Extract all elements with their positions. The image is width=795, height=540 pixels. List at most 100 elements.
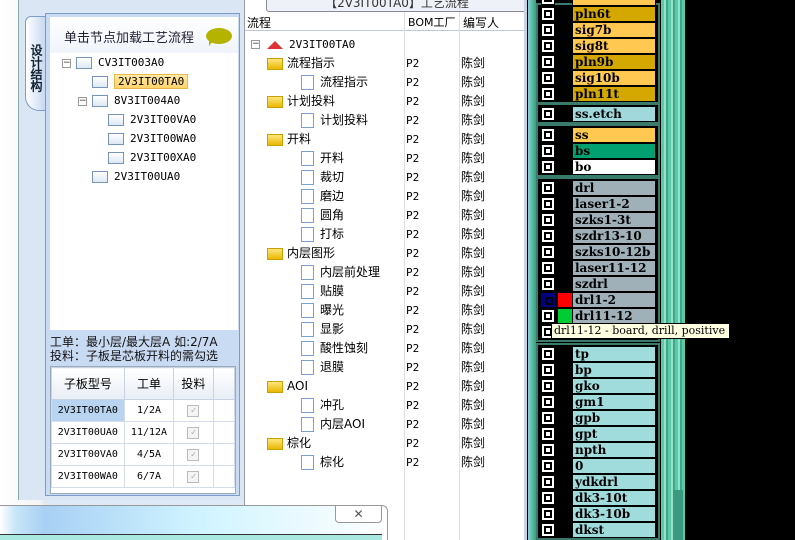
layer-row[interactable]: bo (539, 159, 657, 175)
feed-checkbox[interactable]: ✓ (187, 448, 200, 461)
tree-root[interactable]: − 2V3IT00TA0 (245, 35, 525, 54)
structure-tree[interactable]: CV3IT003A0 − 2V3IT00TA0 8V3IT004A0 − 2V3IT00V… (50, 53, 238, 330)
layer-name[interactable] (572, 0, 656, 6)
layer-name[interactable]: szdrl (572, 276, 656, 292)
layer-name[interactable]: laser1-2 (572, 196, 656, 212)
layer-row[interactable]: drl1-2 (539, 292, 657, 308)
layer-name[interactable]: ydkdrl (572, 474, 656, 490)
order-cell[interactable]: 1/2A (123, 399, 175, 422)
layer-checkbox[interactable] (541, 395, 555, 409)
layer-name[interactable]: dkst (572, 522, 656, 538)
layer-checkbox[interactable] (541, 277, 555, 291)
layer-row[interactable]: laser11-12 (539, 260, 657, 276)
layer-row[interactable]: sig7b (539, 22, 657, 38)
layer-checkbox[interactable] (541, 443, 555, 457)
layer-row[interactable]: 0 (539, 458, 657, 474)
layer-row[interactable]: drl (539, 180, 657, 196)
layer-row[interactable]: dk3-10t (539, 490, 657, 506)
layer-checkbox[interactable] (541, 160, 555, 174)
layer-checkbox[interactable] (541, 427, 555, 441)
layer-row[interactable]: dkst (539, 522, 657, 538)
layer-name[interactable]: szks10-12b (572, 244, 656, 260)
column-header[interactable]: 编写人 (463, 16, 500, 30)
layer-row[interactable]: pln11t (539, 86, 657, 102)
layer-name[interactable]: sig10b (572, 70, 656, 86)
layer-row[interactable]: ss (539, 127, 657, 143)
process-step-row[interactable]: 裁切 P2 陈剑 (245, 168, 525, 187)
layer-name[interactable]: 0 (572, 458, 656, 474)
layer-name[interactable]: drl (572, 180, 656, 196)
layer-checkbox[interactable] (541, 128, 555, 142)
layer-checkbox[interactable] (541, 181, 555, 195)
process-step-row[interactable]: 显影 P2 陈剑 (245, 320, 525, 339)
column-header[interactable]: BOM工厂 (408, 16, 456, 29)
layer-name[interactable]: gko (572, 378, 656, 394)
layer-name[interactable]: bs (572, 143, 656, 159)
column-header[interactable]: 工单 (123, 367, 175, 400)
process-step-row[interactable]: 退膜 P2 陈剑 (245, 358, 525, 377)
process-step-row[interactable]: 酸性蚀刻 P2 陈剑 (245, 339, 525, 358)
column-header[interactable]: 子板型号 (51, 367, 125, 400)
layer-name[interactable]: laser11-12 (572, 260, 656, 276)
layer-row[interactable]: ydkdrl (539, 474, 657, 490)
order-cell[interactable]: 11/12A (123, 421, 175, 444)
layer-checkbox[interactable] (541, 55, 555, 69)
process-step-row[interactable]: 曝光 P2 陈剑 (245, 301, 525, 320)
layer-checkbox[interactable] (541, 363, 555, 377)
process-step-row[interactable]: 计划投料 P2 陈剑 (245, 111, 525, 130)
layer-row[interactable]: tp (539, 346, 657, 362)
layer-checkbox[interactable] (541, 0, 555, 5)
layer-name[interactable]: gpb (572, 410, 656, 426)
layer-checkbox[interactable] (541, 229, 555, 243)
close-button[interactable]: ✕ (335, 506, 382, 523)
layer-name[interactable]: sig8t (572, 38, 656, 54)
layer-row[interactable]: ss.etch (539, 106, 657, 122)
layer-checkbox[interactable] (541, 475, 555, 489)
process-step-row[interactable]: 内层前处理 P2 陈剑 (245, 263, 525, 282)
layer-row[interactable]: bp (539, 362, 657, 378)
layer-row[interactable]: szdrl (539, 276, 657, 292)
layer-row[interactable]: pln9b (539, 54, 657, 70)
layer-row[interactable]: gko (539, 378, 657, 394)
layer-row[interactable]: gpb (539, 410, 657, 426)
layer-name[interactable]: szdr13-10 (572, 228, 656, 244)
grid-row[interactable]: 2V3IT00WA0 6/7A ✓ (51, 465, 235, 488)
order-cell[interactable]: 4/5A (123, 443, 175, 466)
layer-checkbox[interactable] (541, 347, 555, 361)
process-step-row[interactable]: 磨边 P2 陈剑 (245, 187, 525, 206)
process-step-row[interactable]: 开料 P2 陈剑 (245, 149, 525, 168)
layer-row[interactable]: laser1-2 (539, 196, 657, 212)
column-header[interactable]: 流程 (247, 16, 272, 30)
layer-row[interactable]: szks10-12b (539, 244, 657, 260)
layer-row[interactable]: gpt (539, 426, 657, 442)
layer-name[interactable]: drl11-12 (572, 308, 656, 324)
layer-checkbox[interactable] (541, 87, 555, 101)
layer-checkbox[interactable] (541, 213, 555, 227)
grid-row[interactable]: 2V3IT00TA0 1/2A ✓ (51, 399, 235, 422)
layer-name[interactable]: pln9b (572, 54, 656, 70)
layer-row[interactable] (539, 0, 657, 6)
tree-node[interactable]: 2V3IT00VA0 (108, 111, 196, 129)
layer-checkbox[interactable] (541, 379, 555, 393)
column-header[interactable]: 投料 (173, 367, 214, 400)
layer-name[interactable]: bp (572, 362, 656, 378)
process-step-row[interactable]: 贴膜 P2 陈剑 (245, 282, 525, 301)
feed-checkbox[interactable]: ✓ (187, 404, 200, 417)
layer-name[interactable]: gm1 (572, 394, 656, 410)
layer-name[interactable]: szks1-3t (572, 212, 656, 228)
layer-name[interactable]: pln11t (572, 86, 656, 102)
layer-checkbox[interactable] (541, 245, 555, 259)
layer-checkbox[interactable] (541, 507, 555, 521)
layer-checkbox[interactable] (541, 459, 555, 473)
layer-checkbox[interactable] (541, 71, 555, 85)
layer-name[interactable]: ss.etch (572, 106, 656, 122)
layer-row[interactable]: sig8t (539, 38, 657, 54)
layer-name[interactable]: sig7b (572, 22, 656, 38)
layer-checkbox[interactable] (541, 197, 555, 211)
layer-row[interactable]: bs (539, 143, 657, 159)
layer-name[interactable]: pln6t (572, 6, 656, 22)
layer-row[interactable]: drl11-12 (539, 308, 657, 324)
process-step-row[interactable]: 打标 P2 陈剑 (245, 225, 525, 244)
